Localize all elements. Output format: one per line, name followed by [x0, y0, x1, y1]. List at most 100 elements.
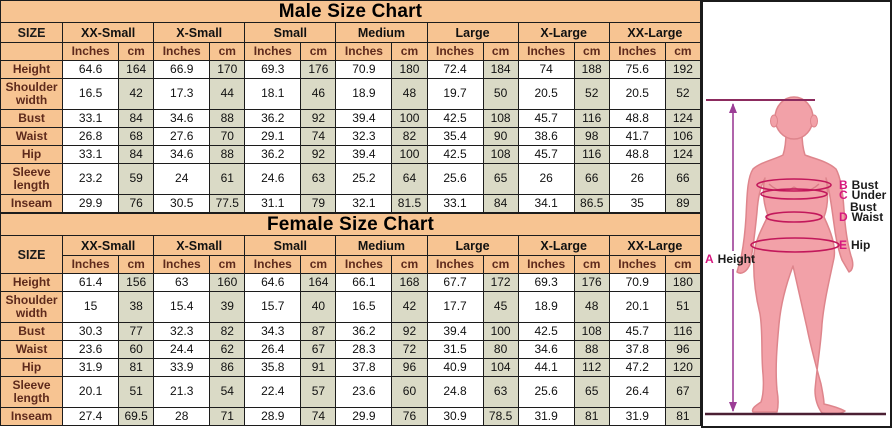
- value-cell: 32.3: [335, 127, 393, 146]
- value-cell: 63: [300, 163, 337, 195]
- value-cell: 92: [391, 322, 428, 341]
- under-bust-label: C Under: [839, 188, 887, 202]
- right-ear: [810, 114, 818, 128]
- value-cell: 33.1: [62, 109, 120, 128]
- value-cell: 32.3: [153, 322, 211, 341]
- value-cell: 23.6: [62, 340, 120, 359]
- value-cell: 63: [482, 376, 519, 408]
- value-cell: 39.4: [426, 322, 484, 341]
- value-cell: 77: [118, 322, 155, 341]
- value-cell: 98: [573, 127, 610, 146]
- value-cell: 78.5: [482, 407, 519, 426]
- value-cell: 25.6: [426, 163, 484, 195]
- measurement-row-label: Hip: [0, 145, 64, 164]
- value-cell: 23.2: [62, 163, 120, 195]
- value-cell: 17.7: [426, 291, 484, 323]
- unit-header-inches: Inches: [153, 255, 211, 274]
- male-chart-title: Male Size Chart: [0, 0, 701, 22]
- value-cell: 70.9: [335, 60, 393, 79]
- value-cell: 180: [391, 60, 428, 79]
- value-cell: 39: [209, 291, 246, 323]
- value-cell: 18.9: [517, 291, 575, 323]
- value-cell: 33.9: [153, 358, 211, 377]
- value-cell: 120: [664, 358, 702, 377]
- value-cell: 17.3: [153, 78, 211, 110]
- female-size-table: SIZE XX-Small X-Small Small Medium Large X-Lar…: [0, 235, 702, 426]
- value-cell: 72.4: [426, 60, 484, 79]
- value-cell: 45.7: [517, 109, 575, 128]
- value-cell: 34.6: [153, 145, 211, 164]
- value-cell: 37.8: [335, 358, 393, 377]
- unit-header-cm: cm: [391, 255, 428, 274]
- size-group-header: Medium: [335, 235, 428, 256]
- unit-header-cm: cm: [573, 255, 610, 274]
- value-cell: 37.8: [608, 340, 666, 359]
- value-cell: 87: [300, 322, 337, 341]
- value-cell: 66.9: [153, 60, 211, 79]
- value-cell: 28: [153, 407, 211, 426]
- measurement-row-label: Bust: [0, 109, 64, 128]
- value-cell: 61.4: [62, 273, 120, 292]
- value-cell: 15.7: [244, 291, 302, 323]
- value-cell: 100: [482, 322, 519, 341]
- value-cell: 24.6: [244, 163, 302, 195]
- value-cell: 184: [482, 60, 519, 79]
- value-cell: 31.5: [426, 340, 484, 359]
- value-cell: 66: [664, 163, 702, 195]
- value-cell: 34.1: [517, 194, 575, 213]
- value-cell: 46: [300, 78, 337, 110]
- value-cell: 16.5: [62, 78, 120, 110]
- unit-header-cm: cm: [300, 255, 337, 274]
- value-cell: 176: [300, 60, 337, 79]
- value-cell: 45: [482, 291, 519, 323]
- value-cell: 24: [153, 163, 211, 195]
- value-cell: 64: [391, 163, 428, 195]
- value-cell: 36.2: [244, 109, 302, 128]
- unit-header-inches: Inches: [426, 42, 484, 61]
- value-cell: 42: [118, 78, 155, 110]
- size-group-header: Large: [426, 22, 519, 43]
- value-cell: 100: [391, 109, 428, 128]
- value-cell: 170: [209, 60, 246, 79]
- measurement-row-label: Height: [0, 60, 64, 79]
- value-cell: 35: [608, 194, 666, 213]
- value-cell: 84: [118, 109, 155, 128]
- male-size-table: SIZE XX-Small X-Small Small Medium Large X-Lar…: [0, 22, 702, 213]
- value-cell: 124: [664, 109, 702, 128]
- unit-header-inches: Inches: [153, 42, 211, 61]
- value-cell: 86.5: [573, 194, 610, 213]
- value-cell: 106: [664, 127, 702, 146]
- value-cell: 176: [573, 273, 610, 292]
- value-cell: 66: [573, 163, 610, 195]
- value-cell: 86: [209, 358, 246, 377]
- value-cell: 22.4: [244, 376, 302, 408]
- size-group-header: Medium: [335, 22, 428, 43]
- value-cell: 40: [300, 291, 337, 323]
- value-cell: 70: [209, 127, 246, 146]
- size-group-header: Small: [244, 22, 337, 43]
- value-cell: 60: [391, 376, 428, 408]
- value-cell: 116: [573, 145, 610, 164]
- measurement-row-label: Hip: [0, 358, 64, 377]
- measurement-row-label: Waist: [0, 127, 64, 146]
- value-cell: 76: [391, 407, 428, 426]
- measurement-figure-panel: A Height B Bust C Under Bust D Waist E Hip: [701, 0, 892, 428]
- female-chart-title: Female Size Chart: [0, 213, 701, 235]
- measurement-lines: [705, 99, 886, 416]
- value-cell: 34.6: [517, 340, 575, 359]
- value-cell: 15: [62, 291, 120, 323]
- value-cell: 75.6: [608, 60, 666, 79]
- value-cell: 70.9: [608, 273, 666, 292]
- value-cell: 160: [209, 273, 246, 292]
- value-cell: 20.5: [608, 78, 666, 110]
- value-cell: 23.6: [335, 376, 393, 408]
- value-cell: 77.5: [209, 194, 246, 213]
- value-cell: 44.1: [517, 358, 575, 377]
- size-group-header: X-Small: [153, 22, 246, 43]
- value-cell: 42.5: [426, 145, 484, 164]
- value-cell: 71: [209, 407, 246, 426]
- value-cell: 41.7: [608, 127, 666, 146]
- value-cell: 35.4: [426, 127, 484, 146]
- value-cell: 26: [517, 163, 575, 195]
- value-cell: 21.3: [153, 376, 211, 408]
